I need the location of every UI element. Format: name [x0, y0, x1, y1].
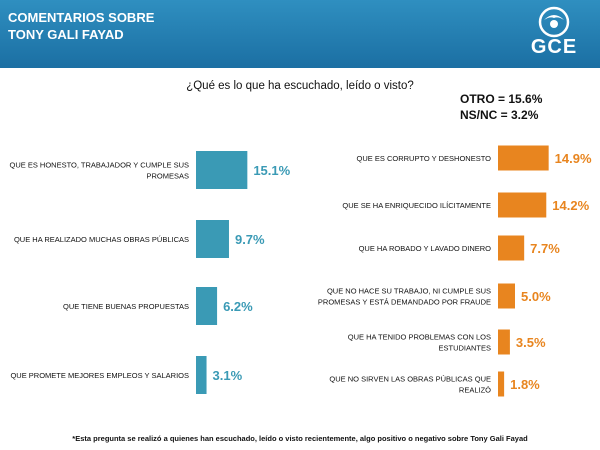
negative-value-label-6: 1.8%: [510, 377, 540, 392]
header-banner: COMENTARIOS SOBRE TONY GALI FAYAD GCE: [0, 0, 600, 68]
positive-category-label-3-line-1: QUE TIENE BUENAS PROPUESTAS: [63, 302, 189, 311]
positive-bar-3: [196, 287, 218, 325]
bar-chart: QUE ES HONESTO, TRABAJADOR Y CUMPLE SUS P…: [10, 145, 592, 397]
negative-category-label-3-line-1: QUE HA ROBADO Y LAVADO DINERO: [359, 244, 492, 253]
negative-bar-4: [498, 283, 515, 309]
positive-bar-1: [196, 151, 248, 189]
negative-value-label-5: 3.5%: [516, 335, 546, 350]
negative-bar-2: [498, 192, 547, 218]
negative-bar-6: [498, 371, 505, 397]
negative-bar-3: [498, 235, 525, 261]
logo-text: GCE: [530, 36, 578, 58]
negative-category-label-4-line-2: PROMESAS Y ESTÁ DEMANDADO POR FRAUDE: [318, 298, 491, 307]
logo-emblem-icon: [538, 6, 570, 38]
positive-value-label-2: 9.7%: [235, 232, 265, 247]
positive-bar-4: [196, 356, 207, 394]
gce-logo: GCE: [514, 6, 594, 64]
negative-value-label-1: 14.9%: [555, 151, 592, 166]
negative-category-label-4-line-1: QUE NO HACE SU TRABAJO, NI CUMPLE SUS: [327, 287, 491, 296]
negative-value-label-4: 5.0%: [521, 289, 551, 304]
negative-category-label-6-line-2: REALIZÓ: [459, 386, 491, 395]
header-title: COMENTARIOS SOBRE TONY GALI FAYAD: [8, 9, 308, 43]
nsnc-label: NS/NC = 3.2%: [460, 108, 539, 122]
negative-category-label-6-line-1: QUE NO SIRVEN LAS OBRAS PÚBLICAS QUE: [329, 375, 491, 384]
header-title-line1: COMENTARIOS SOBRE: [8, 10, 155, 25]
otro-label: OTRO = 15.6%: [460, 92, 543, 106]
question-text: ¿Qué es lo que ha escuchado, leído o vis…: [186, 80, 414, 92]
footnote: *Esta pregunta se realizó a quienes han …: [72, 434, 528, 443]
positive-category-label-4-line-1: QUE PROMETE MEJORES EMPLEOS Y SALARIOS: [10, 371, 189, 380]
header-title-line2: TONY GALI FAYAD: [8, 27, 124, 42]
negative-value-label-3: 7.7%: [530, 241, 560, 256]
positive-value-label-3: 6.2%: [223, 299, 253, 314]
positive-value-label-1: 15.1%: [253, 163, 290, 178]
positive-category-label-1-line-2: PROMESAS: [146, 172, 189, 181]
negative-category-label-2-line-1: QUE SE HA ENRIQUECIDO ILÍCITAMENTE: [342, 201, 491, 210]
positive-category-label-1-line-1: QUE ES HONESTO, TRABAJADOR Y CUMPLE SUS: [10, 161, 190, 170]
negative-category-label-1-line-1: QUE ES CORRUPTO Y DESHONESTO: [357, 154, 492, 163]
positive-category-label-2-line-1: QUE HA REALIZADO MUCHAS OBRAS PÚBLICAS: [14, 235, 189, 244]
positive-value-label-4: 3.1%: [213, 368, 243, 383]
negative-category-label-5-line-1: QUE HA TENIDO PROBLEMAS CON LOS: [348, 333, 491, 342]
negative-bar-5: [498, 329, 510, 355]
positive-bar-2: [196, 220, 229, 258]
negative-bar-1: [498, 145, 549, 171]
negative-value-label-2: 14.2%: [552, 198, 589, 213]
negative-category-label-5-line-2: ESTUDIANTES: [438, 344, 491, 353]
